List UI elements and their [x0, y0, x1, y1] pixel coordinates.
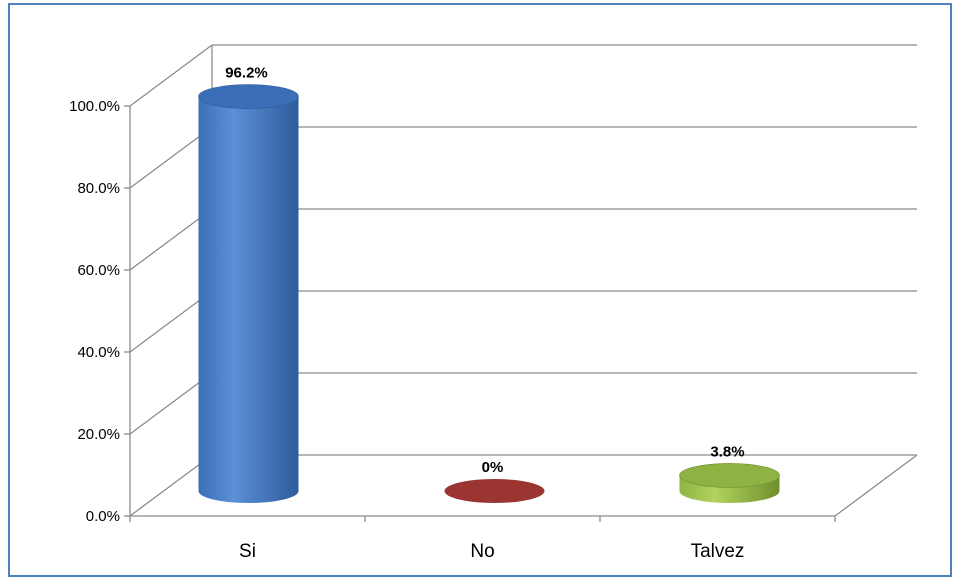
gridline-side: [129, 290, 213, 353]
gridline-side: [129, 208, 213, 271]
bars: [198, 84, 780, 503]
category-label-talvez: Talvez: [691, 541, 745, 562]
y-tick-label: 100.0%: [69, 98, 120, 115]
y-tick-label: 0.0%: [86, 508, 120, 525]
category-label-si: Si: [239, 541, 256, 562]
y-tick-label: 80.0%: [77, 180, 120, 197]
bar-talvez: [679, 463, 780, 503]
gridlines: [129, 44, 917, 517]
data-label-si: 96.2%: [225, 65, 268, 82]
y-tick-label: 40.0%: [77, 344, 120, 361]
bar-top-no: [444, 479, 545, 503]
bar-top-si: [198, 84, 299, 109]
category-label-no: No: [470, 541, 494, 562]
gridline-side: [129, 126, 213, 189]
floor-right-edge: [834, 454, 918, 517]
gridline-side: [129, 454, 213, 517]
y-tick-labels: 0.0% 20.0% 40.0% 60.0% 80.0% 100.0%: [69, 98, 120, 525]
data-labels: 96.2% 0% 3.8%: [225, 65, 744, 476]
data-label-talvez: 3.8%: [710, 443, 744, 460]
data-label-no: 0%: [482, 459, 504, 476]
bar-body-si: [198, 96, 299, 503]
category-labels: Si No Talvez: [239, 541, 744, 562]
bar-no: [444, 479, 545, 503]
gridline-side: [129, 44, 213, 107]
y-tick-label: 20.0%: [77, 426, 120, 443]
bar-si: [198, 84, 299, 503]
gridline-side: [129, 372, 213, 435]
bar-top-talvez: [679, 463, 780, 488]
y-tick-label: 60.0%: [77, 262, 120, 279]
